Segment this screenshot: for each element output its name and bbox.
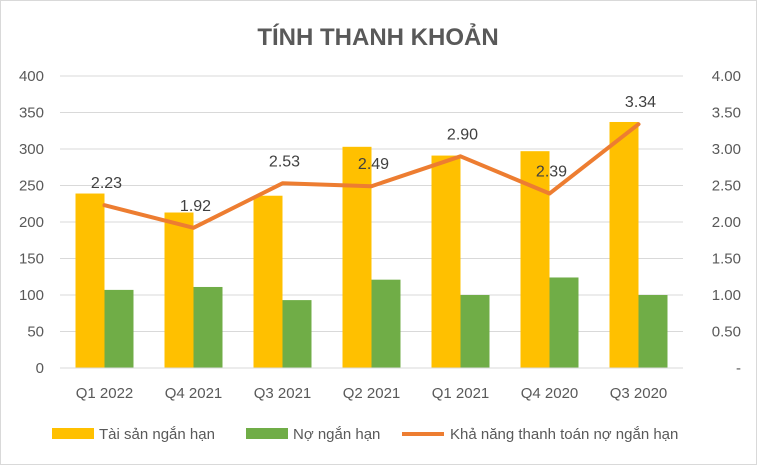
right-tick-label: 2.00 xyxy=(712,214,741,231)
bar xyxy=(282,300,312,368)
category-label: Q3 2020 xyxy=(610,385,668,402)
bar xyxy=(342,146,372,368)
line-data-label: 3.34 xyxy=(625,94,656,111)
bar xyxy=(371,279,401,368)
left-tick-label: 200 xyxy=(19,214,44,231)
bar xyxy=(193,286,223,368)
line-data-label: 1.92 xyxy=(180,198,211,215)
category-axis: Q1 2022 Q4 2021 Q3 2021 Q2 2021 Q1 2021 Q4 20… xyxy=(60,367,683,402)
left-tick-label: 100 xyxy=(19,287,44,304)
category-label: Q1 2022 xyxy=(76,385,134,402)
legend-label: Tài sản ngắn hạn xyxy=(99,426,215,443)
left-tick-label: 150 xyxy=(19,251,44,268)
left-tick-label: 50 xyxy=(27,324,44,341)
left-tick-label: 400 xyxy=(19,68,44,85)
line-series xyxy=(102,122,641,230)
line-data-label: 2.39 xyxy=(536,164,567,181)
category-label: Q2 2021 xyxy=(343,385,401,402)
bar-series xyxy=(75,121,668,369)
right-tick-label: 1.00 xyxy=(712,287,741,304)
category-label: Q4 2020 xyxy=(521,385,579,402)
left-axis: 0 50 100 150 200 250 300 350 400 xyxy=(19,68,44,377)
right-tick-label: 3.00 xyxy=(712,141,741,158)
right-tick-label: 3.50 xyxy=(712,105,741,122)
left-tick-label: 300 xyxy=(19,141,44,158)
bar xyxy=(609,121,639,369)
bar xyxy=(431,155,461,368)
left-tick-label: 350 xyxy=(19,105,44,122)
line-data-label: 2.90 xyxy=(447,126,478,143)
right-tick-label: - xyxy=(736,360,741,377)
legend-label: Khả năng thanh toán nợ ngắn hạn xyxy=(450,426,678,443)
legend-swatch xyxy=(52,428,94,439)
category-label: Q1 2021 xyxy=(432,385,490,402)
bar xyxy=(460,295,490,368)
bar xyxy=(638,295,668,368)
line-data-label: 2.49 xyxy=(358,156,389,173)
legend-label: Nợ ngắn hạn xyxy=(293,426,380,443)
chart-title: TÍNH THANH KHOẢN xyxy=(257,22,498,51)
legend: Tài sản ngắn hạn Nợ ngắn hạn Khả năng than… xyxy=(52,426,678,443)
category-label: Q3 2021 xyxy=(254,385,312,402)
left-tick-label: 0 xyxy=(36,360,44,377)
right-tick-label: 1.50 xyxy=(712,251,741,268)
bar xyxy=(549,277,579,368)
bar xyxy=(164,212,194,368)
right-tick-label: 2.50 xyxy=(712,178,741,195)
right-tick-label: 0.50 xyxy=(712,324,741,341)
bar xyxy=(75,193,105,368)
line-data-label: 2.23 xyxy=(91,175,122,192)
bar xyxy=(253,195,283,368)
right-tick-label: 4.00 xyxy=(712,68,741,85)
data-labels: 2.23 1.92 2.53 2.49 2.90 2.39 3.34 xyxy=(91,94,656,215)
legend-swatch xyxy=(246,428,288,439)
line-data-label: 2.53 xyxy=(269,153,300,170)
bar xyxy=(104,289,134,368)
right-axis: - 0.50 1.00 1.50 2.00 2.50 3.00 3.50 4.00 xyxy=(712,68,741,377)
category-label: Q4 2021 xyxy=(165,385,223,402)
left-tick-label: 250 xyxy=(19,178,44,195)
